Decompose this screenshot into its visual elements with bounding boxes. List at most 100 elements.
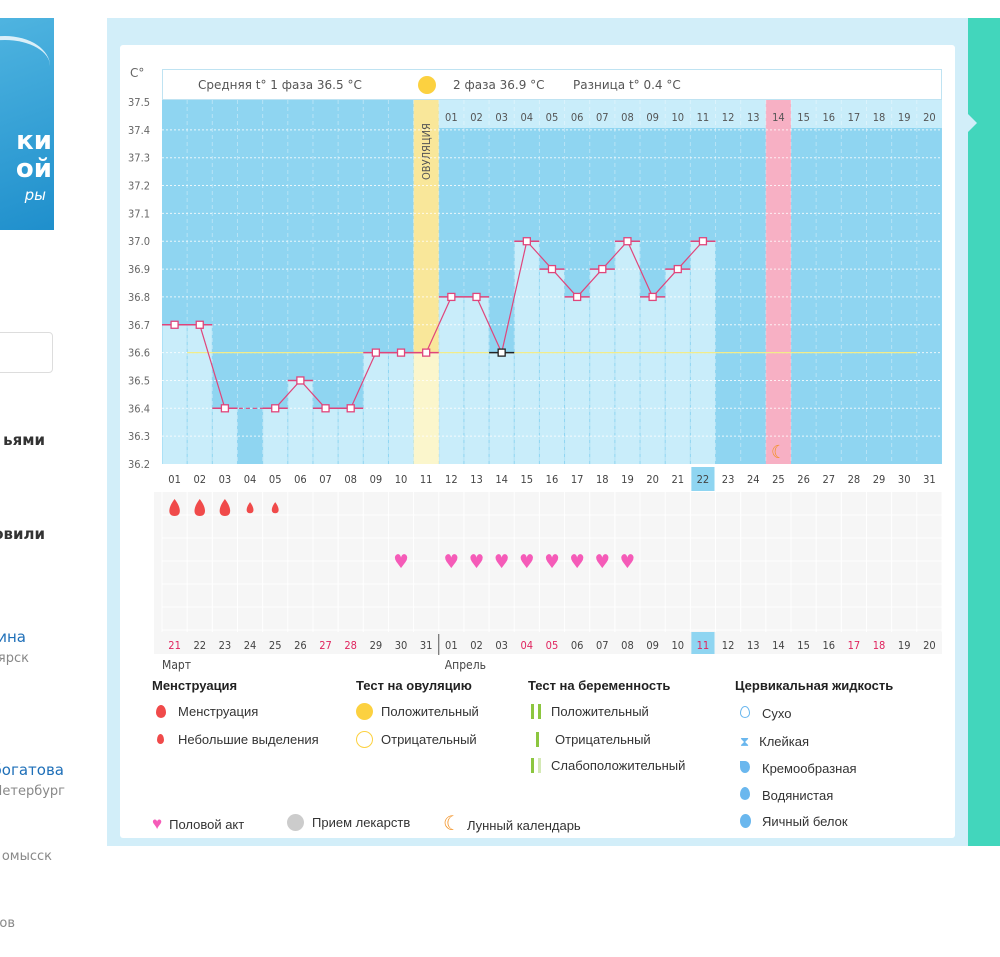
legend-moon: ☾ Лунный календарь bbox=[443, 811, 581, 836]
post-ovulation-day-label: 18 bbox=[873, 111, 886, 124]
legend-ovulation-positive: Положительный bbox=[356, 703, 479, 720]
single-bar-icon bbox=[536, 732, 539, 747]
moon-icon: ☾ bbox=[443, 813, 461, 835]
sidebar-user-link[interactable]: богатова bbox=[0, 761, 64, 779]
temperature-bar bbox=[539, 269, 565, 464]
current-day-highlight bbox=[691, 467, 715, 491]
cycle-day-label: 12 bbox=[445, 473, 458, 486]
heart-icon: ♥ bbox=[152, 814, 163, 833]
legend-ovulation-negative: Отрицательный bbox=[356, 731, 477, 748]
date-label: 24 bbox=[244, 639, 257, 652]
month-label: Апрель bbox=[445, 658, 486, 672]
y-tick-label: 37.1 bbox=[128, 207, 150, 220]
phase-summary: Средняя t° 1 фаза 36.5 °C 2 фаза 36.9 °C… bbox=[162, 69, 942, 100]
y-tick-label: 37.0 bbox=[128, 235, 150, 248]
sidebar-user-link[interactable]: ина bbox=[0, 628, 26, 646]
temperature-bar bbox=[388, 352, 414, 464]
cycle-day-label: 10 bbox=[395, 473, 408, 486]
legend-title-pregnancy-test: Тест на беременность bbox=[528, 678, 671, 693]
cycle-day-label: 16 bbox=[546, 473, 559, 486]
y-tick-label: 36.8 bbox=[128, 291, 150, 304]
temperature-bar bbox=[313, 408, 338, 464]
sidebar-user-city: ов bbox=[0, 916, 15, 931]
temperature-bar bbox=[464, 296, 489, 464]
side-tab[interactable] bbox=[968, 18, 1000, 846]
empty-circle-icon bbox=[356, 731, 373, 748]
date-label: 23 bbox=[219, 639, 232, 652]
temperature-point bbox=[296, 376, 305, 385]
temperature-point bbox=[346, 404, 355, 413]
cycle-day-label: 05 bbox=[269, 473, 282, 486]
logo-text: ой bbox=[15, 154, 52, 184]
date-label: 06 bbox=[571, 639, 584, 652]
legend-cervical-eggwhite: Яичный белок bbox=[740, 814, 848, 829]
temperature-line-segment bbox=[425, 296, 452, 353]
temperature-point bbox=[497, 348, 506, 357]
arrow-icon bbox=[968, 114, 977, 132]
y-tick-label: 36.9 bbox=[128, 263, 150, 276]
date-label: 09 bbox=[646, 639, 659, 652]
cycle-day-label: 18 bbox=[596, 473, 609, 486]
temperature-line-segment bbox=[350, 352, 377, 409]
cycle-day-label: 01 bbox=[168, 473, 181, 486]
today-date-highlight bbox=[691, 632, 715, 654]
date-label: 10 bbox=[671, 639, 684, 652]
water-drop-icon bbox=[740, 787, 750, 800]
temperature-bar bbox=[212, 408, 237, 464]
temperature-point bbox=[522, 237, 531, 246]
cycle-day-row bbox=[438, 100, 942, 128]
temperature-bar bbox=[162, 324, 187, 464]
legend-label: Половой акт bbox=[169, 817, 245, 832]
legend-label: Лунный календарь bbox=[466, 818, 581, 833]
legend-label: Небольшие выделения bbox=[178, 732, 319, 747]
date-label: 11 bbox=[697, 639, 710, 652]
post-ovulation-day-label: 01 bbox=[445, 111, 458, 124]
legend-label: Водянистая bbox=[762, 788, 834, 803]
temperature-point bbox=[170, 320, 179, 329]
date-label: 26 bbox=[294, 639, 307, 652]
temperature-bar bbox=[187, 324, 212, 464]
bbt-chart: 37.5 37.4 37.3 37.2 37.1 37.0 36.9 36.8 36.7 36.6… bbox=[128, 96, 943, 672]
phase1-average: Средняя t° 1 фаза 36.5 °C bbox=[198, 78, 362, 92]
temperature-point bbox=[447, 292, 456, 302]
cycle-day-label: 23 bbox=[722, 473, 735, 486]
legend-title-menstruation: Менструация bbox=[152, 678, 238, 693]
faint-bar-icon bbox=[531, 758, 534, 773]
heart-icon: ♥ bbox=[595, 551, 610, 573]
y-tick-label: 36.5 bbox=[128, 374, 150, 387]
y-tick-label: 36.6 bbox=[128, 347, 150, 360]
date-label: 21 bbox=[168, 639, 181, 652]
legend-cervical-watery: Водянистая bbox=[740, 787, 833, 803]
y-tick-label: 36.4 bbox=[128, 402, 150, 415]
site-logo[interactable]: ки ой ры bbox=[0, 18, 54, 230]
legend-pregnancy-positive: Положительный bbox=[531, 704, 649, 719]
date-label: 20 bbox=[923, 639, 936, 652]
legend-title-ovulation-test: Тест на овуляцию bbox=[356, 678, 472, 693]
legend-label: Положительный bbox=[551, 704, 649, 719]
hourglass-icon: ⧗ bbox=[740, 734, 750, 749]
sidebar-user-city: омысск bbox=[1, 849, 52, 864]
heart-icon: ♥ bbox=[569, 551, 584, 573]
date-label: 22 bbox=[193, 639, 206, 652]
temperature-difference: Разница t° 0.4 °C bbox=[573, 78, 681, 92]
post-ovulation-day-label: 02 bbox=[470, 111, 483, 124]
temperature-line-segment bbox=[475, 296, 503, 353]
post-ovulation-day-label: 11 bbox=[697, 111, 710, 124]
sidebar-search-input[interactable] bbox=[0, 332, 53, 373]
date-label: 31 bbox=[420, 639, 433, 652]
date-label: 05 bbox=[546, 639, 559, 652]
logo-text: ры bbox=[24, 186, 46, 204]
legend-pregnancy-faint: Слабоположительный bbox=[531, 758, 685, 773]
cycle-day-label: 27 bbox=[822, 473, 835, 486]
heart-icon: ♥ bbox=[494, 551, 509, 573]
legend-intercourse: ♥ Половой акт bbox=[152, 814, 244, 834]
post-ovulation-day-label: 17 bbox=[848, 111, 861, 124]
temperature-point bbox=[195, 320, 204, 329]
heart-icon: ♥ bbox=[620, 551, 635, 573]
legend-spotting: Небольшие выделения bbox=[157, 732, 319, 747]
legend-label: Менструация bbox=[178, 704, 259, 719]
cycle-day-label: 09 bbox=[370, 473, 383, 486]
temperature-point bbox=[396, 348, 406, 357]
legend-pregnancy-negative: Отрицательный bbox=[531, 732, 651, 747]
heart-icon: ♥ bbox=[444, 551, 459, 573]
